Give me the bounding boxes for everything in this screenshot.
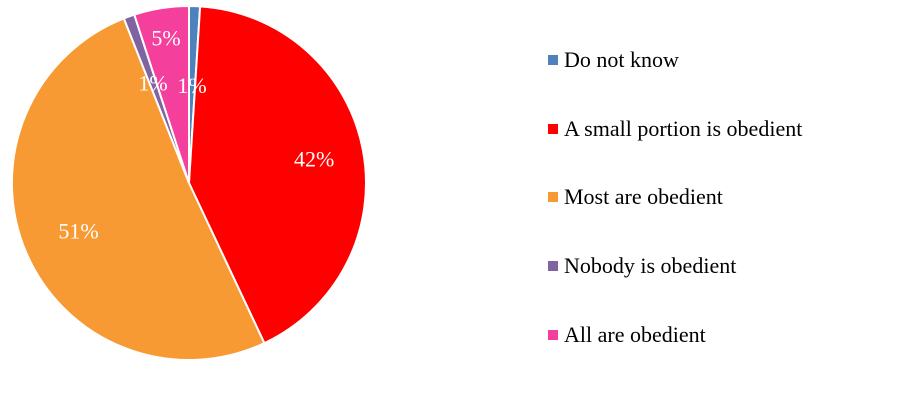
- legend-swatch: [548, 192, 558, 203]
- legend-item: All are obedient: [548, 321, 802, 347]
- legend: Do not know A small portion is obedient Mo…: [548, 47, 803, 393]
- legend-swatch: [548, 329, 558, 340]
- legend-swatch: [548, 123, 558, 134]
- pie-chart: 1% 42% 51% 1% 5%: [10, 4, 367, 361]
- data-label: 51%: [58, 218, 98, 243]
- legend-item: Most are obedient: [548, 184, 802, 210]
- legend-swatch: [548, 55, 558, 65]
- pie-slice-most-are-obedient: [10, 17, 266, 361]
- legend-item: Nobody is obedient: [548, 253, 802, 279]
- legend-label: Do not know: [564, 47, 679, 72]
- legend-label: Most are obedient: [564, 184, 723, 210]
- legend-swatch: [548, 261, 558, 272]
- legend-label: Nobody is obedient: [564, 253, 737, 279]
- pie-slice-all-are-obedient: [133, 4, 190, 184]
- data-labels: 1% 42% 51% 1% 5%: [58, 25, 334, 243]
- legend-item: Do not know: [548, 47, 802, 72]
- legend-label: A small portion is obedient: [564, 115, 803, 141]
- data-label: 1%: [177, 73, 206, 98]
- data-label: 5%: [151, 25, 180, 50]
- pie-slices: [10, 4, 367, 361]
- legend-item: A small portion is obedient: [548, 115, 803, 141]
- legend-label: All are obedient: [564, 321, 706, 347]
- pie-slice-a-small-portion-is-obedient: [187, 5, 367, 345]
- data-label: 1%: [138, 71, 167, 96]
- data-label: 42%: [294, 147, 334, 172]
